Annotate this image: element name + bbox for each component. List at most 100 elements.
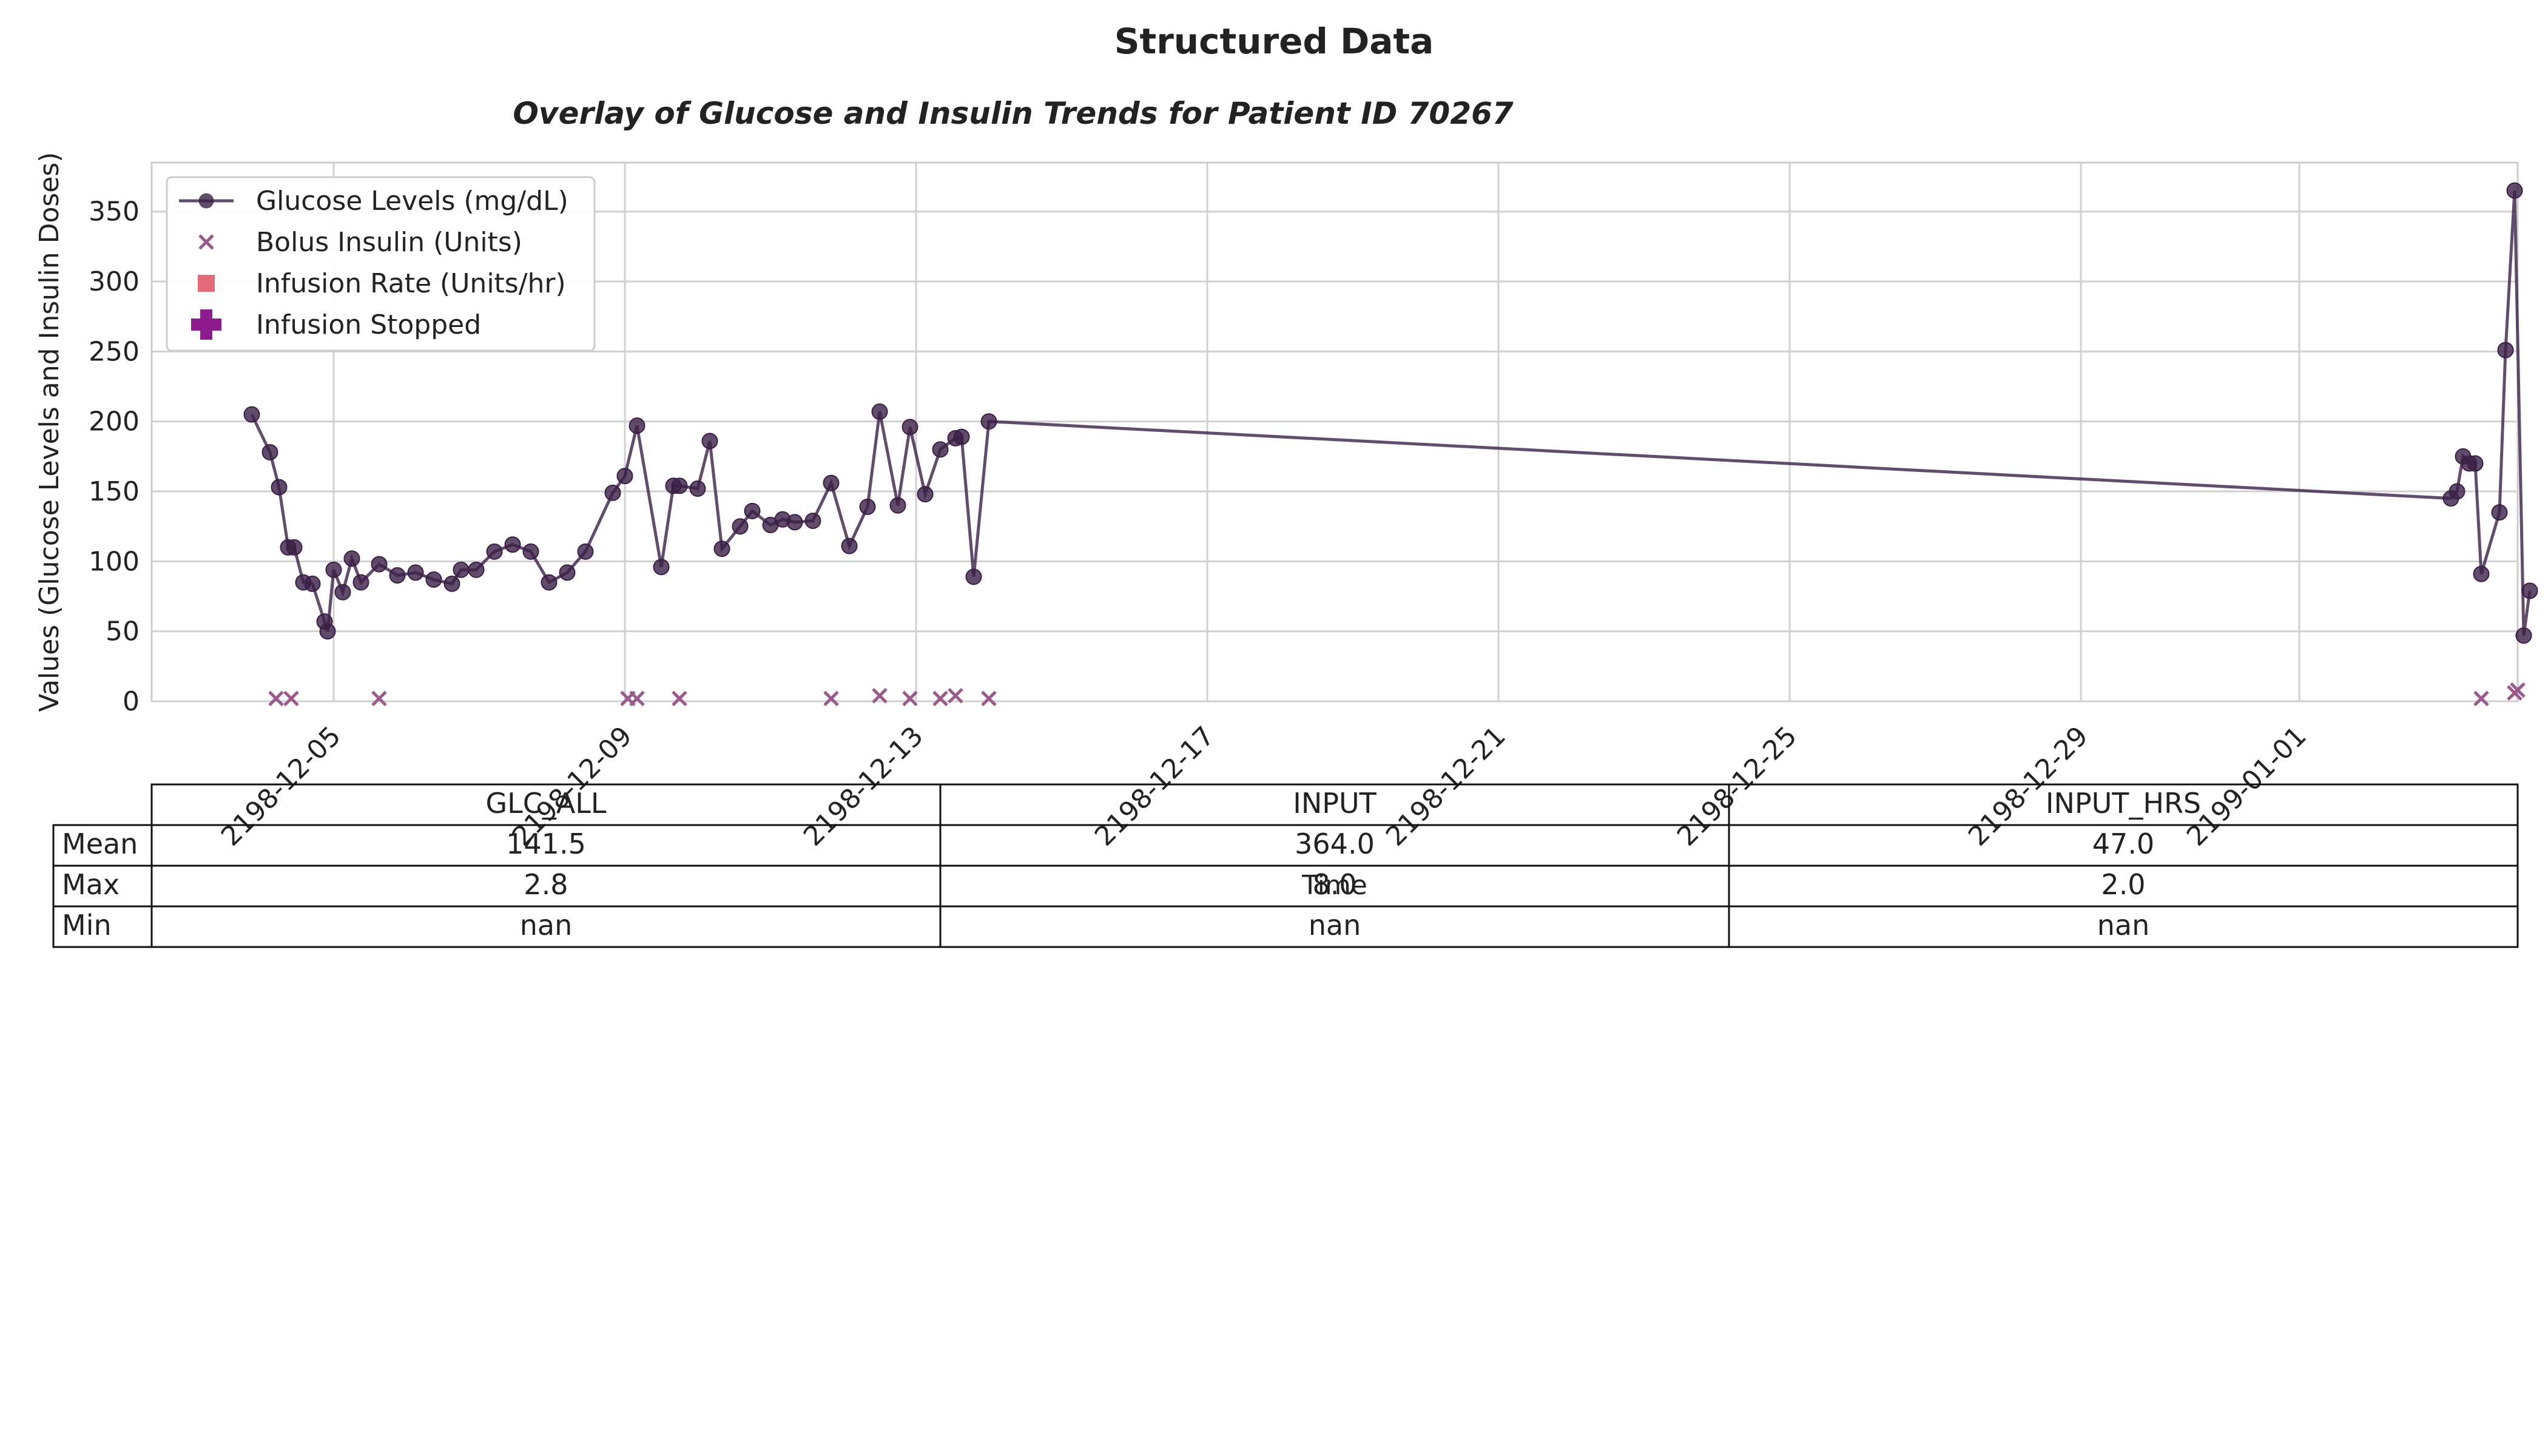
glucose-point bbox=[744, 502, 761, 519]
y-tick-label: 300 bbox=[89, 266, 140, 297]
glucose-point bbox=[577, 543, 594, 560]
chart-title: Overlay of Glucose and Insulin Trends fo… bbox=[513, 96, 1513, 131]
y-tick-label: 200 bbox=[89, 406, 140, 437]
glucose-point bbox=[604, 484, 621, 501]
table-cell-value: 141.5 bbox=[506, 827, 586, 860]
glucose-point bbox=[304, 575, 321, 592]
legend-bolus-label: Bolus Insulin (Units) bbox=[256, 227, 522, 258]
glucose-point bbox=[2473, 565, 2490, 582]
glucose-point bbox=[2506, 182, 2523, 199]
bolus-insulin-point bbox=[268, 690, 284, 707]
glucose-point bbox=[629, 417, 645, 434]
glucose-point bbox=[701, 433, 718, 450]
glucose-point bbox=[859, 498, 876, 515]
glucose-point bbox=[804, 512, 821, 529]
legend-box bbox=[166, 176, 596, 352]
legend-infusion-stopped-marker bbox=[191, 309, 221, 340]
glucose-point bbox=[965, 568, 982, 585]
bolus-insulin-point bbox=[823, 690, 839, 707]
glucose-point bbox=[932, 441, 949, 458]
x-tick-label: 2198-12-25 bbox=[1671, 721, 1803, 852]
bolus-insulin-point bbox=[872, 688, 888, 704]
bolus-insulin-point bbox=[2473, 690, 2489, 707]
glucose-point bbox=[732, 518, 749, 535]
glucose-point bbox=[325, 561, 342, 578]
glucose-point bbox=[786, 514, 803, 531]
glucose-point bbox=[2497, 342, 2514, 359]
glucose-point bbox=[243, 406, 260, 423]
legend-bolus-marker bbox=[198, 234, 214, 250]
glucose-point bbox=[902, 419, 918, 436]
x-axis-label: Time bbox=[1301, 870, 1367, 901]
x-tick-label: 2198-12-05 bbox=[215, 721, 347, 852]
legend-infusion-rate-label: Infusion Rate (Units/hr) bbox=[256, 268, 566, 299]
x-tick-label: 2198-12-17 bbox=[1089, 721, 1221, 852]
glucose-point bbox=[871, 403, 888, 420]
glucose-point bbox=[671, 477, 688, 494]
table-row-label: Min bbox=[62, 909, 112, 942]
glucose-point bbox=[2521, 582, 2538, 599]
glucose-point bbox=[453, 561, 470, 578]
glucose-point bbox=[917, 486, 934, 503]
bolus-insulin-point bbox=[629, 690, 645, 707]
glucose-point bbox=[319, 623, 336, 640]
table-header-label: INPUT_HRS bbox=[2046, 787, 2201, 820]
glucose-point bbox=[841, 538, 858, 554]
glucose-point bbox=[443, 575, 460, 592]
bolus-insulin-point bbox=[932, 690, 948, 707]
table-cell-value: 364.0 bbox=[1295, 827, 1375, 860]
glucose-point bbox=[980, 413, 997, 430]
bolus-insulin-point bbox=[2510, 682, 2526, 698]
glucose-point bbox=[2515, 627, 2532, 644]
glucose-point bbox=[522, 543, 539, 560]
glucose-point bbox=[559, 564, 576, 581]
table-cell-value: nan bbox=[2097, 909, 2150, 942]
table-cell-value: 47.0 bbox=[2092, 827, 2154, 860]
table-cell-value: 2.8 bbox=[524, 868, 568, 901]
table-header-label: GLC_ALL bbox=[485, 787, 606, 820]
table-row-label: Mean bbox=[62, 827, 138, 860]
glucose-point bbox=[425, 571, 442, 588]
glucose-point bbox=[389, 567, 406, 584]
table-cell-value: nan bbox=[520, 909, 573, 942]
glucose-point bbox=[889, 497, 906, 514]
bolus-insulin-point bbox=[283, 690, 299, 707]
glucose-point bbox=[371, 556, 388, 573]
glucose-point bbox=[689, 480, 706, 497]
legend-infusion-stopped-label: Infusion Stopped bbox=[256, 309, 481, 340]
y-tick-label: 50 bbox=[106, 616, 140, 647]
glucose-point bbox=[2491, 504, 2508, 521]
table-cell-value: 8.0 bbox=[1312, 868, 1357, 901]
glucose-line bbox=[250, 190, 2532, 636]
glucose-point bbox=[2467, 455, 2484, 472]
stats-table: GLC_ALL INPUT INPUT_HRS Mean 141.5 364.0 47.0 M… bbox=[52, 783, 2519, 948]
bolus-insulin-point bbox=[948, 688, 963, 704]
y-tick-label: 100 bbox=[89, 546, 140, 577]
y-axis-label: Values (Glucose Levels and Insulin Doses… bbox=[34, 152, 65, 712]
glucose-point bbox=[504, 536, 521, 553]
x-tick-label: 2198-12-13 bbox=[798, 721, 929, 852]
figure-title: Structured Data bbox=[1114, 21, 1434, 62]
y-tick-label: 250 bbox=[89, 336, 140, 367]
glucose-point bbox=[953, 428, 970, 445]
table-header-label: INPUT bbox=[1293, 787, 1377, 820]
glucose-point bbox=[261, 443, 278, 460]
glucose-point bbox=[352, 574, 369, 591]
table-cell-value: 2.0 bbox=[2101, 868, 2145, 901]
glucose-point bbox=[653, 559, 670, 576]
glucose-point bbox=[343, 550, 360, 567]
table-cell bbox=[1728, 905, 2519, 948]
legend: Glucose Levels (mg/dL) Bolus Insulin (Uni… bbox=[166, 176, 596, 352]
glucose-point bbox=[2449, 483, 2465, 500]
bolus-insulin-point bbox=[981, 690, 997, 707]
table-row-label: Max bbox=[62, 868, 120, 901]
table-cell-value: nan bbox=[1309, 909, 1361, 942]
glucose-point bbox=[334, 584, 351, 601]
y-tick-label: 150 bbox=[89, 476, 140, 507]
y-tick-label: 350 bbox=[89, 197, 140, 228]
legend-infusion-rate-marker bbox=[198, 275, 215, 292]
glucose-point bbox=[486, 543, 503, 560]
x-tick-label: 2198-12-21 bbox=[1380, 721, 1512, 852]
legend-glucose-marker bbox=[198, 193, 214, 209]
